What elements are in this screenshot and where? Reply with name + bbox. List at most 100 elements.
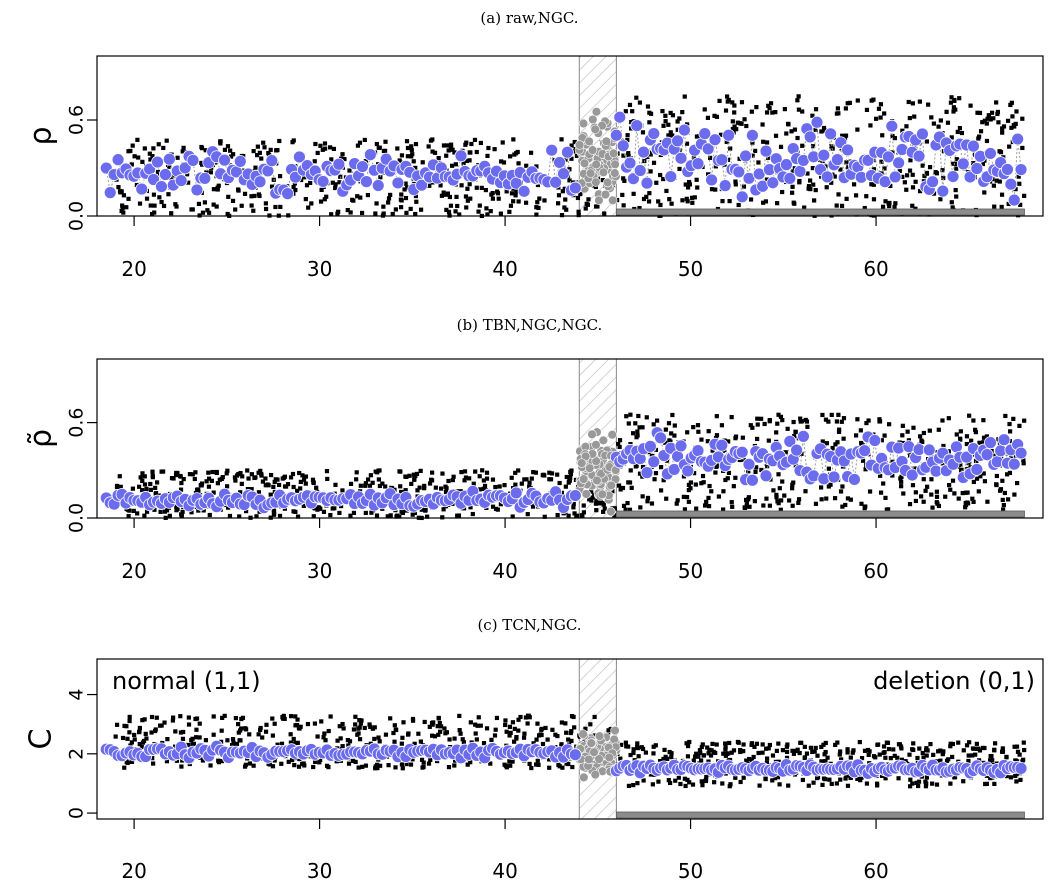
data-point-raw <box>511 199 516 204</box>
data-point-raw <box>1008 429 1013 434</box>
data-point-raw <box>686 488 691 493</box>
data-point-raw <box>796 94 801 99</box>
data-point-smoothed <box>186 153 200 167</box>
data-point-raw <box>729 500 734 505</box>
data-point-raw <box>991 116 996 121</box>
data-point-raw <box>916 783 921 789</box>
data-point-raw <box>616 441 621 447</box>
data-point-raw <box>550 727 555 732</box>
data-point-raw <box>229 154 234 159</box>
data-point-raw <box>401 508 406 513</box>
data-point-raw <box>479 185 484 190</box>
data-point-raw <box>458 731 463 736</box>
data-point-raw <box>910 101 915 106</box>
data-point-raw <box>952 98 957 103</box>
data-point-raw <box>783 450 788 455</box>
data-point-raw <box>355 194 360 199</box>
data-point-raw <box>127 714 132 720</box>
data-point-raw <box>410 718 416 723</box>
data-point-raw <box>502 483 507 488</box>
data-point-raw <box>138 475 143 480</box>
data-point-raw <box>258 727 263 733</box>
data-point-raw <box>720 199 725 204</box>
data-point-raw <box>810 166 815 171</box>
data-point-raw <box>340 488 345 493</box>
data-point-raw <box>806 186 811 191</box>
data-point-raw <box>620 485 626 491</box>
data-point-raw <box>117 474 122 479</box>
data-point-raw <box>685 743 691 749</box>
data-point-smoothed <box>967 139 980 153</box>
data-point-raw <box>282 474 288 479</box>
data-point-raw <box>952 775 957 780</box>
data-point-raw <box>917 99 922 104</box>
data-point-raw <box>535 182 541 188</box>
data-point-gap <box>609 734 619 745</box>
data-point-raw <box>484 206 489 211</box>
data-point-raw <box>796 497 802 502</box>
data-point-raw <box>472 137 478 142</box>
data-point-raw <box>752 499 757 504</box>
data-point-raw <box>169 476 175 481</box>
data-point-raw <box>464 205 469 210</box>
data-point-raw <box>616 483 622 488</box>
data-point-raw <box>905 173 910 178</box>
plot-frame <box>96 358 1044 519</box>
data-point-raw <box>716 494 721 499</box>
data-point-raw <box>694 134 700 139</box>
data-point-raw <box>839 757 844 762</box>
data-point-raw <box>263 729 269 734</box>
data-point-raw <box>764 496 769 501</box>
data-point-raw <box>696 429 701 434</box>
data-point-raw <box>1007 421 1012 427</box>
data-point-raw <box>443 489 449 495</box>
data-point-smoothed <box>158 168 172 181</box>
data-point-raw <box>815 753 820 758</box>
data-point-raw <box>427 183 432 188</box>
x-tick-label: 20 <box>121 559 146 583</box>
data-point-smoothed <box>654 431 667 445</box>
data-point-raw <box>699 437 704 442</box>
data-point-raw <box>414 471 420 477</box>
data-point-raw <box>821 125 827 131</box>
data-point-raw <box>936 749 941 754</box>
data-point-raw <box>912 114 917 119</box>
data-point-raw <box>309 201 314 206</box>
data-point-raw <box>920 439 925 445</box>
data-point-raw <box>970 496 975 501</box>
data-point-raw <box>680 110 685 115</box>
data-point-raw <box>803 489 808 494</box>
data-point-raw <box>917 434 923 439</box>
data-point-raw <box>706 495 711 501</box>
data-point-raw <box>664 496 669 501</box>
data-point-raw <box>729 415 734 420</box>
data-point-gap <box>585 168 596 178</box>
data-point-raw <box>727 740 732 746</box>
data-point-raw <box>943 494 948 499</box>
data-point-raw <box>761 200 766 205</box>
data-point-raw <box>649 501 655 506</box>
data-point-raw <box>144 736 149 741</box>
data-point-raw <box>328 512 333 518</box>
data-point-raw <box>127 730 132 735</box>
data-point-raw <box>321 509 327 514</box>
data-point-raw <box>945 120 951 125</box>
data-point-raw <box>311 480 316 486</box>
data-point-raw <box>385 514 390 519</box>
data-point-raw <box>899 757 905 762</box>
data-point-raw <box>593 501 599 506</box>
data-point-raw <box>1009 100 1014 105</box>
data-point-raw <box>465 762 470 767</box>
data-point-raw <box>640 746 646 752</box>
data-point-raw <box>164 759 170 764</box>
data-point-raw <box>726 470 732 476</box>
data-point-raw <box>426 761 432 766</box>
data-point-raw <box>1006 201 1011 207</box>
data-point-raw <box>731 748 737 753</box>
data-point-raw <box>974 741 979 746</box>
data-point-raw <box>850 750 855 755</box>
data-point-smoothed <box>103 186 117 200</box>
data-point-raw <box>293 509 298 514</box>
data-point-smoothed <box>671 134 684 148</box>
data-point-raw <box>351 510 357 515</box>
